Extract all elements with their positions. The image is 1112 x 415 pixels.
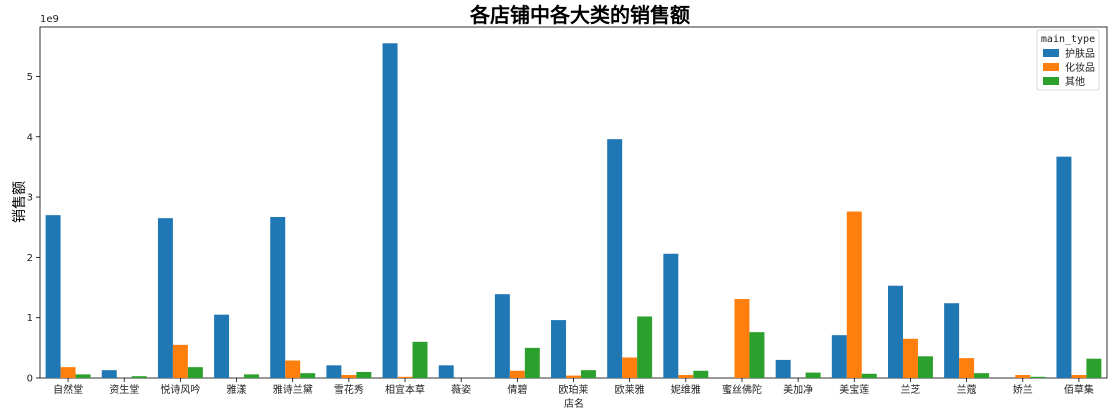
bar xyxy=(959,358,975,378)
bar xyxy=(300,373,316,378)
bar xyxy=(637,316,653,378)
x-tick-label: 薇姿 xyxy=(451,383,471,396)
bar xyxy=(382,43,398,378)
legend-swatch xyxy=(1043,77,1059,85)
legend-swatch xyxy=(1043,63,1059,71)
bar xyxy=(1056,156,1072,378)
x-tick-label: 欧莱雅 xyxy=(615,383,645,396)
bar xyxy=(101,370,117,378)
bar xyxy=(131,376,147,378)
x-tick-label: 自然堂 xyxy=(53,383,83,396)
bar xyxy=(622,357,638,378)
bar xyxy=(566,375,581,378)
bar xyxy=(524,347,540,378)
x-tick-label: 相宜本草 xyxy=(385,383,425,396)
y-axis-label: 销售额 xyxy=(12,181,28,223)
bar xyxy=(917,356,933,378)
bar xyxy=(285,360,301,378)
bar xyxy=(775,359,791,378)
bar xyxy=(1071,374,1087,378)
bar xyxy=(75,374,91,378)
bar xyxy=(326,365,342,378)
x-tick-label: 雅漾 xyxy=(227,383,247,396)
bar xyxy=(663,253,679,378)
bar xyxy=(1086,358,1102,378)
x-tick-label: 欧珀莱 xyxy=(559,383,589,396)
x-tick-label: 兰芝 xyxy=(900,383,920,396)
bar xyxy=(831,335,847,378)
y-offset-label: 1e9 xyxy=(40,14,59,25)
y-tick-label: 3 xyxy=(27,193,33,204)
bar xyxy=(749,332,765,378)
bar xyxy=(1015,374,1031,378)
x-tick-label: 悦诗风吟 xyxy=(160,383,200,396)
x-tick-label: 资生堂 xyxy=(109,383,139,396)
legend-label: 护肤品 xyxy=(1065,47,1095,60)
legend-label: 化妆品 xyxy=(1065,61,1095,74)
bar xyxy=(509,370,525,378)
y-tick-label: 2 xyxy=(27,253,33,264)
bar xyxy=(60,367,76,378)
x-axis-label: 店名 xyxy=(564,397,584,410)
x-tick-label: 倩碧 xyxy=(507,383,527,396)
y-tick-label: 1 xyxy=(27,313,33,324)
bar xyxy=(580,370,596,378)
bar xyxy=(214,314,230,378)
bar xyxy=(678,374,694,378)
bar xyxy=(974,373,990,378)
legend-label: 其他 xyxy=(1065,75,1085,88)
x-tick-label: 美宝莲 xyxy=(839,383,869,396)
x-tick-label: 妮维雅 xyxy=(671,383,701,396)
legend-title: main_type xyxy=(1041,34,1095,45)
x-tick-label: 佰草集 xyxy=(1064,383,1094,396)
bar xyxy=(944,303,960,378)
x-tick-label: 雪花秀 xyxy=(334,383,364,396)
legend-swatch xyxy=(1043,49,1059,57)
bar xyxy=(902,338,918,378)
bar xyxy=(187,367,203,378)
legend-box xyxy=(1036,29,1100,91)
bar xyxy=(693,370,709,378)
bar xyxy=(607,139,623,378)
y-tick-label: 5 xyxy=(27,72,33,83)
y-tick-label: 4 xyxy=(27,132,33,143)
bar xyxy=(244,374,260,378)
x-tick-label: 兰蔻 xyxy=(957,383,977,396)
bar xyxy=(356,371,372,378)
bar xyxy=(157,218,173,378)
bar xyxy=(861,373,877,378)
bar xyxy=(438,365,454,378)
bar xyxy=(846,211,862,378)
x-tick-label: 美加净 xyxy=(783,383,813,396)
bar xyxy=(270,216,286,378)
chart-title: 各店铺中各大类的销售额 xyxy=(469,3,690,27)
x-tick-label: 娇兰 xyxy=(1013,383,1033,396)
bar xyxy=(412,341,428,378)
bar xyxy=(45,215,61,378)
x-tick-label: 蜜丝佛陀 xyxy=(722,383,762,396)
bar xyxy=(887,285,903,378)
y-tick-label: 0 xyxy=(27,374,33,385)
bar xyxy=(397,376,413,378)
bar xyxy=(494,294,510,378)
bar xyxy=(341,374,357,378)
x-tick-label: 雅诗兰黛 xyxy=(273,383,313,396)
bar xyxy=(551,320,567,378)
plot-area: 0 1 2 3 4 5 自然堂 资生堂 悦诗风吟 雅漾 雅诗兰黛 雪花秀 相宜本草 薇姿 倩碧 欧珀莱 欧莱雅 妮… xyxy=(27,26,1108,396)
bar xyxy=(172,344,188,378)
bar xyxy=(805,372,821,378)
bar xyxy=(734,298,750,378)
bar xyxy=(1030,376,1046,378)
